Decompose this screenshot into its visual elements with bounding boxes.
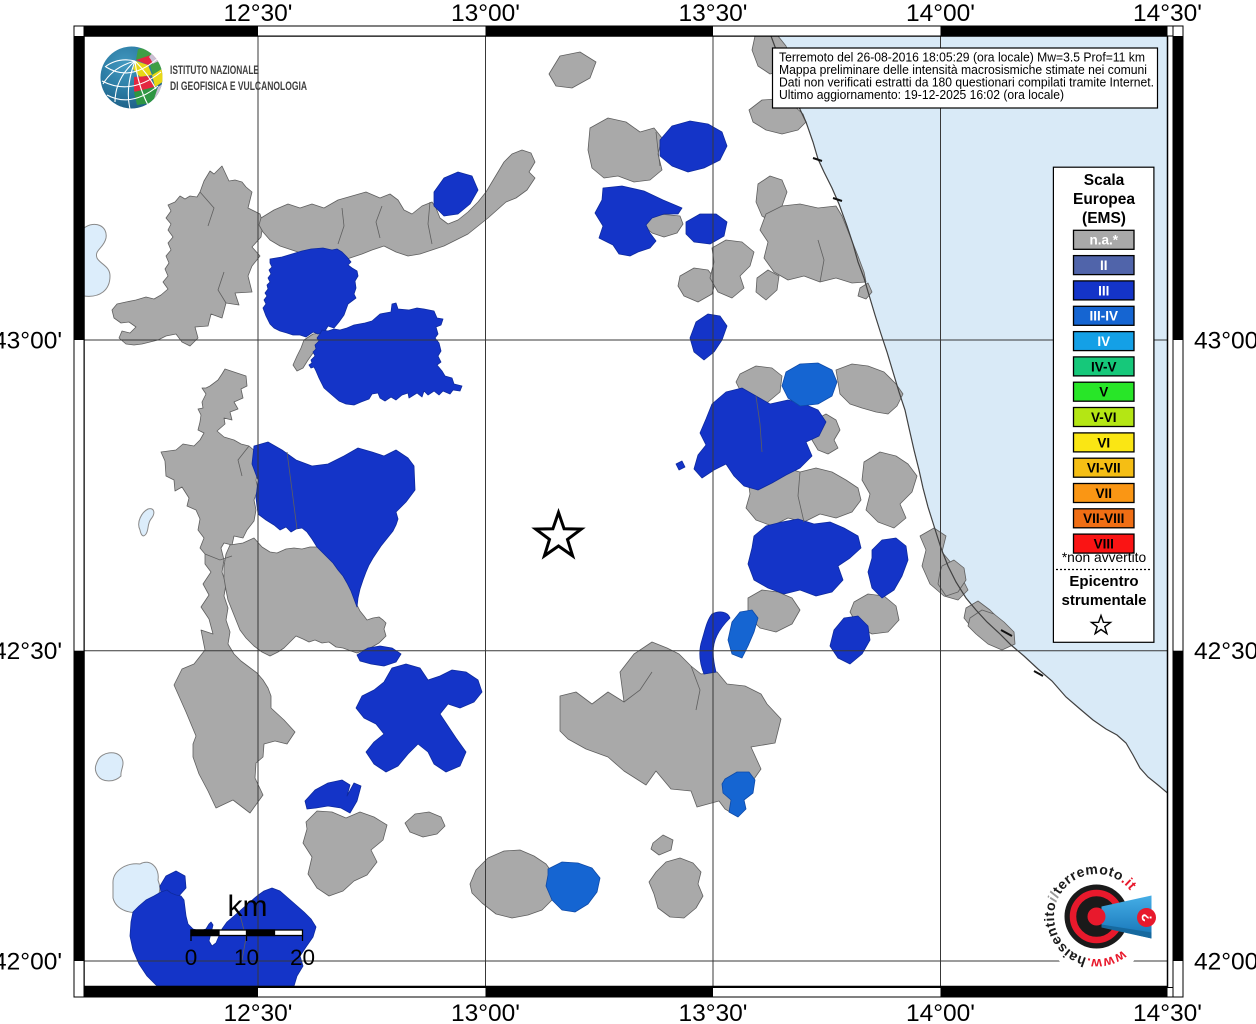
svg-text:42°00': 42°00' [1194,949,1256,976]
svg-text:Mappa preliminare delle intens: Mappa preliminare delle intensità macros… [779,62,1147,77]
svg-text:0: 0 [185,945,198,970]
svg-text:42°30': 42°30' [0,638,62,665]
svg-text:Terremoto del 26-08-2016 18:05: Terremoto del 26-08-2016 18:05:29 (ora l… [779,50,1145,65]
svg-text:IV: IV [1097,334,1110,349]
svg-text:14°30': 14°30' [1133,1000,1202,1024]
svg-text:VI: VI [1097,435,1110,450]
svg-text:n.a.*: n.a.* [1090,233,1119,248]
svg-text:14°30': 14°30' [1133,0,1202,27]
svg-text:20: 20 [290,945,315,970]
svg-text:?: ? [1138,913,1155,923]
svg-text:strumentale: strumentale [1061,592,1146,609]
svg-text:VII: VII [1096,486,1113,501]
svg-text:ISTITUTO NAZIONALE: ISTITUTO NAZIONALE [170,63,259,77]
svg-text:13°00': 13°00' [451,1000,520,1024]
svg-text:Dati non verificati estratti d: Dati non verificati estratti da 180 ques… [779,75,1154,90]
svg-text:43°00': 43°00' [0,328,62,355]
svg-text:10: 10 [234,945,259,970]
svg-text:Scala: Scala [1084,172,1125,189]
svg-text:V-VI: V-VI [1091,410,1117,425]
svg-text:Epicentro: Epicentro [1069,573,1138,590]
svg-text:*non avvertito: *non avvertito [1062,550,1147,565]
svg-text:Europea: Europea [1073,191,1135,208]
svg-text:14°00': 14°00' [906,1000,975,1024]
svg-text:VI-VII: VI-VII [1087,461,1121,476]
svg-text:Ultimo aggiornamento: 19-12-20: Ultimo aggiornamento: 19-12-2025 16:02 (… [779,87,1064,102]
svg-text:13°30': 13°30' [679,1000,748,1024]
svg-text:12°30': 12°30' [224,0,293,27]
svg-text:14°00': 14°00' [906,0,975,27]
svg-text:km: km [228,890,268,923]
svg-text:43°00': 43°00' [1194,328,1256,355]
svg-text:VIII: VIII [1094,537,1114,552]
svg-text:12°30': 12°30' [224,1000,293,1024]
svg-text:DI GEOFISICA E VULCANOLOGIA: DI GEOFISICA E VULCANOLOGIA [170,79,307,93]
svg-text:(EMS): (EMS) [1082,210,1126,227]
svg-text:42°00': 42°00' [0,949,62,976]
svg-text:II: II [1100,258,1108,273]
svg-text:III: III [1098,283,1109,298]
svg-text:42°30': 42°30' [1194,638,1256,665]
svg-text:VII-VIII: VII-VIII [1083,511,1124,526]
svg-text:13°30': 13°30' [679,0,748,27]
svg-text:IV-V: IV-V [1091,359,1117,374]
svg-text:V: V [1099,385,1108,400]
svg-text:13°00': 13°00' [451,0,520,27]
svg-text:III-IV: III-IV [1090,309,1119,324]
